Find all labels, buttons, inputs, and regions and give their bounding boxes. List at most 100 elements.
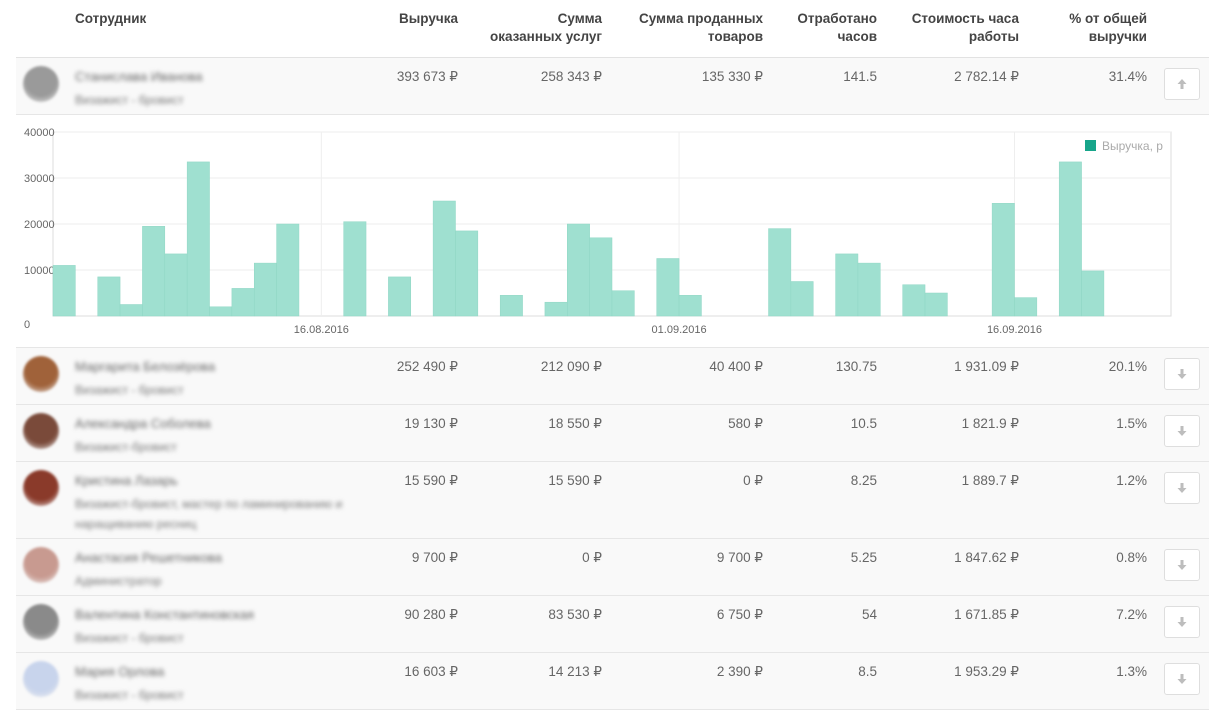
- collapse-button[interactable]: [1164, 68, 1200, 100]
- revenue-cell: 19 130 ₽: [404, 416, 458, 431]
- revenue-bar[interactable]: [857, 262, 881, 317]
- revenue-cell: 90 280 ₽: [404, 607, 458, 622]
- revenue-bar[interactable]: [589, 237, 613, 317]
- goods-cell: 6 750 ₽: [716, 607, 763, 622]
- revenue-bar[interactable]: [1014, 297, 1038, 317]
- employee-role: Визажист - бровист: [75, 383, 184, 397]
- table-row[interactable]: Мария Орлова Визажист - бровист 16 603 ₽…: [16, 653, 1209, 710]
- expand-button[interactable]: [1164, 358, 1200, 390]
- revenue-bar[interactable]: [97, 276, 121, 317]
- table-row[interactable]: Анастасия Решетникова Администратор 9 70…: [16, 539, 1209, 596]
- column-header-goods[interactable]: Сумма проданных товаров: [639, 10, 763, 46]
- column-header-revenue[interactable]: Выручка: [399, 11, 458, 26]
- revenue-bar[interactable]: [991, 203, 1015, 317]
- share-cell: 20.1%: [1108, 359, 1147, 374]
- table-row[interactable]: Валентина Константиновская Визажист - бр…: [16, 596, 1209, 653]
- goods-cell: 2 390 ₽: [716, 664, 763, 679]
- column-header-hours-line1: Отработано: [797, 11, 877, 26]
- column-header-share-line1: % от общей: [1069, 11, 1147, 26]
- revenue-bar[interactable]: [567, 223, 590, 317]
- revenue-bar[interactable]: [768, 228, 792, 317]
- employee-name[interactable]: Маргарита Белозёрова: [75, 359, 216, 374]
- revenue-bar[interactable]: [209, 306, 233, 317]
- column-header-hours-line2: часов: [837, 29, 877, 44]
- column-header-services-line1: Сумма: [557, 11, 602, 26]
- employee-role: Визажист-бровист: [75, 440, 177, 454]
- revenue-bar[interactable]: [142, 226, 166, 317]
- column-header-share-line2: выручки: [1088, 29, 1147, 44]
- revenue-bar[interactable]: [1081, 270, 1105, 317]
- y-tick-label: 10000: [24, 265, 55, 277]
- column-header-services[interactable]: Сумма оказанных услуг: [490, 10, 602, 46]
- revenue-bar[interactable]: [678, 295, 702, 317]
- revenue-bar[interactable]: [276, 223, 300, 317]
- share-cell: 7.2%: [1116, 607, 1147, 622]
- avatar: [23, 470, 59, 506]
- table-row[interactable]: Александра Соболева Визажист-бровист 19 …: [16, 405, 1209, 462]
- column-header-services-line2: оказанных услуг: [489, 29, 602, 44]
- revenue-bar[interactable]: [499, 295, 523, 317]
- goods-cell: 580 ₽: [728, 416, 763, 431]
- table-row[interactable]: Кристина Лазарь Визажист-бровист, мастер…: [16, 462, 1209, 539]
- employee-name[interactable]: Станислава Иванова: [75, 69, 203, 84]
- employee-name[interactable]: Валентина Константиновская: [75, 607, 254, 622]
- column-header-employee[interactable]: Сотрудник: [75, 11, 147, 26]
- revenue-bar[interactable]: [253, 262, 277, 317]
- goods-cell: 40 400 ₽: [709, 359, 763, 374]
- avatar: [23, 413, 59, 449]
- hour-cost-cell: 1 821.9 ₽: [961, 416, 1019, 431]
- hour-cost-cell: 1 847.62 ₽: [954, 550, 1019, 565]
- employee-name[interactable]: Анастасия Решетникова: [75, 550, 223, 565]
- x-tick-label: 01.09.2016: [652, 324, 707, 336]
- services-cell: 15 590 ₽: [548, 473, 602, 488]
- expand-button[interactable]: [1164, 663, 1200, 695]
- revenue-bar[interactable]: [119, 304, 143, 317]
- avatar: [23, 356, 59, 392]
- revenue-bar[interactable]: [835, 253, 859, 317]
- share-cell: 1.3%: [1116, 664, 1147, 679]
- revenue-bar[interactable]: [186, 161, 210, 317]
- revenue-bar[interactable]: [924, 292, 948, 317]
- revenue-bar[interactable]: [611, 290, 635, 317]
- table-row[interactable]: Станислава Иванова Визажист - бровист 39…: [16, 58, 1209, 115]
- expand-button[interactable]: [1164, 549, 1200, 581]
- column-header-share[interactable]: % от общей выручки: [1069, 10, 1147, 46]
- revenue-bar[interactable]: [790, 281, 814, 317]
- employee-name[interactable]: Кристина Лазарь: [75, 473, 178, 488]
- expand-button[interactable]: [1164, 472, 1200, 504]
- revenue-bar[interactable]: [1058, 161, 1082, 317]
- revenue-cell: 9 700 ₽: [411, 550, 458, 565]
- x-tick-label: 16.09.2016: [987, 324, 1042, 336]
- expand-button[interactable]: [1164, 415, 1200, 447]
- revenue-bar[interactable]: [52, 265, 76, 317]
- revenue-bar[interactable]: [343, 221, 367, 317]
- y-tick-label: 40000: [24, 127, 55, 139]
- revenue-bar[interactable]: [902, 284, 926, 317]
- employee-stats-table: Сотрудник Выручка Сумма оказанных услуг …: [16, 0, 1209, 710]
- hour-cost-cell: 2 782.14 ₽: [954, 69, 1019, 84]
- column-header-hours[interactable]: Отработано часов: [797, 10, 877, 46]
- expand-button[interactable]: [1164, 606, 1200, 638]
- revenue-bar[interactable]: [231, 288, 255, 317]
- column-header-hour-cost-line2: работы: [968, 29, 1019, 44]
- revenue-bar[interactable]: [164, 253, 188, 317]
- employee-name[interactable]: Александра Соболева: [75, 416, 211, 431]
- hours-cell: 54: [861, 607, 877, 622]
- table-row[interactable]: Маргарита Белозёрова Визажист - бровист …: [16, 348, 1209, 405]
- revenue-bar[interactable]: [656, 258, 680, 317]
- revenue-bar[interactable]: [388, 276, 412, 317]
- column-header-hour-cost[interactable]: Стоимость часа работы: [912, 10, 1019, 46]
- services-cell: 83 530 ₽: [548, 607, 602, 622]
- legend-label[interactable]: Выручка, р: [1102, 139, 1163, 153]
- employee-name[interactable]: Мария Орлова: [75, 664, 165, 679]
- revenue-bar[interactable]: [544, 301, 568, 317]
- y-tick-label: 0: [24, 319, 30, 331]
- hours-cell: 5.25: [850, 550, 877, 565]
- table-header: Сотрудник Выручка Сумма оказанных услуг …: [16, 0, 1209, 58]
- revenue-bar[interactable]: [432, 200, 456, 317]
- revenue-cell: 15 590 ₽: [404, 473, 458, 488]
- revenue-bar[interactable]: [455, 230, 479, 317]
- legend-swatch: [1085, 140, 1096, 151]
- revenue-cell: 393 673 ₽: [396, 69, 458, 84]
- avatar: [23, 66, 59, 102]
